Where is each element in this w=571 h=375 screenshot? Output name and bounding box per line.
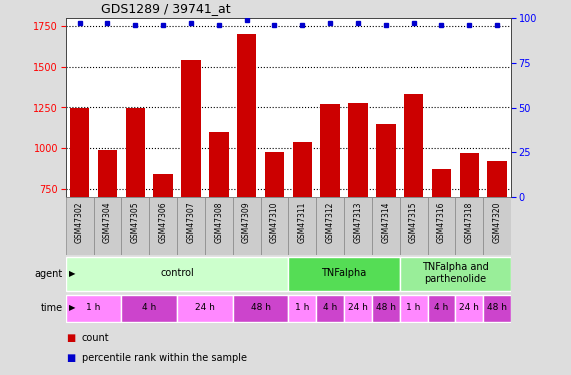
Text: ▶: ▶: [69, 303, 75, 312]
Bar: [316, 294, 344, 321]
Bar: [149, 197, 177, 255]
Text: ■: ■: [66, 333, 75, 342]
Bar: [126, 108, 145, 197]
Text: ■: ■: [66, 353, 75, 363]
Text: GSM47309: GSM47309: [242, 202, 251, 243]
Text: GSM47316: GSM47316: [437, 202, 446, 243]
Text: percentile rank within the sample: percentile rank within the sample: [82, 353, 247, 363]
Text: GSM47305: GSM47305: [131, 202, 140, 243]
Bar: [400, 197, 428, 255]
Bar: [320, 104, 340, 197]
Bar: [404, 94, 423, 197]
Text: 24 h: 24 h: [348, 303, 368, 312]
Text: ▶: ▶: [69, 270, 75, 279]
Bar: [288, 257, 400, 291]
Text: GSM47313: GSM47313: [353, 202, 363, 243]
Bar: [66, 294, 122, 321]
Bar: [66, 257, 288, 291]
Bar: [376, 124, 396, 197]
Text: 1 h: 1 h: [407, 303, 421, 312]
Bar: [122, 197, 149, 255]
Text: 1 h: 1 h: [86, 303, 100, 312]
Text: GSM47310: GSM47310: [270, 202, 279, 243]
Text: GSM47318: GSM47318: [465, 202, 474, 243]
Text: GSM47320: GSM47320: [493, 202, 502, 243]
Bar: [260, 197, 288, 255]
Bar: [344, 197, 372, 255]
Bar: [177, 294, 233, 321]
Bar: [122, 294, 177, 321]
Text: 4 h: 4 h: [323, 303, 337, 312]
Bar: [209, 132, 228, 197]
Text: time: time: [41, 303, 63, 313]
Bar: [348, 103, 368, 197]
Text: 24 h: 24 h: [195, 303, 215, 312]
Text: GSM47306: GSM47306: [159, 202, 168, 243]
Bar: [181, 60, 200, 197]
Text: 48 h: 48 h: [251, 303, 271, 312]
Bar: [344, 294, 372, 321]
Bar: [288, 294, 316, 321]
Text: GDS1289 / 39741_at: GDS1289 / 39741_at: [101, 3, 231, 15]
Text: GSM47311: GSM47311: [297, 202, 307, 243]
Bar: [432, 170, 451, 197]
Text: GSM47307: GSM47307: [186, 202, 195, 243]
Text: count: count: [82, 333, 109, 342]
Bar: [372, 294, 400, 321]
Text: TNFalpha and
parthenolide: TNFalpha and parthenolide: [422, 262, 489, 284]
Bar: [372, 197, 400, 255]
Text: 4 h: 4 h: [142, 303, 156, 312]
Bar: [177, 197, 205, 255]
Bar: [265, 152, 284, 197]
Text: 1 h: 1 h: [295, 303, 309, 312]
Bar: [316, 197, 344, 255]
Text: GSM47314: GSM47314: [381, 202, 391, 243]
Text: agent: agent: [35, 269, 63, 279]
Bar: [66, 197, 94, 255]
Bar: [428, 294, 456, 321]
Bar: [488, 161, 507, 197]
Bar: [233, 197, 260, 255]
Bar: [237, 34, 256, 197]
Bar: [428, 197, 456, 255]
Text: GSM47312: GSM47312: [325, 202, 335, 243]
Text: GSM47308: GSM47308: [214, 202, 223, 243]
Bar: [483, 197, 511, 255]
Text: 48 h: 48 h: [376, 303, 396, 312]
Text: GSM47302: GSM47302: [75, 202, 84, 243]
Bar: [400, 257, 511, 291]
Text: 24 h: 24 h: [459, 303, 479, 312]
Bar: [456, 294, 483, 321]
Text: control: control: [160, 268, 194, 278]
Bar: [400, 294, 428, 321]
Bar: [460, 153, 479, 197]
Text: TNFalpha: TNFalpha: [321, 268, 367, 278]
Bar: [233, 294, 288, 321]
Bar: [292, 142, 312, 197]
Bar: [70, 108, 89, 197]
Bar: [154, 174, 173, 197]
Bar: [98, 150, 117, 197]
Bar: [94, 197, 122, 255]
Text: GSM47304: GSM47304: [103, 202, 112, 243]
Text: 48 h: 48 h: [487, 303, 507, 312]
Bar: [483, 294, 511, 321]
Bar: [205, 197, 233, 255]
Bar: [456, 197, 483, 255]
Text: 4 h: 4 h: [435, 303, 449, 312]
Bar: [288, 197, 316, 255]
Text: GSM47315: GSM47315: [409, 202, 418, 243]
